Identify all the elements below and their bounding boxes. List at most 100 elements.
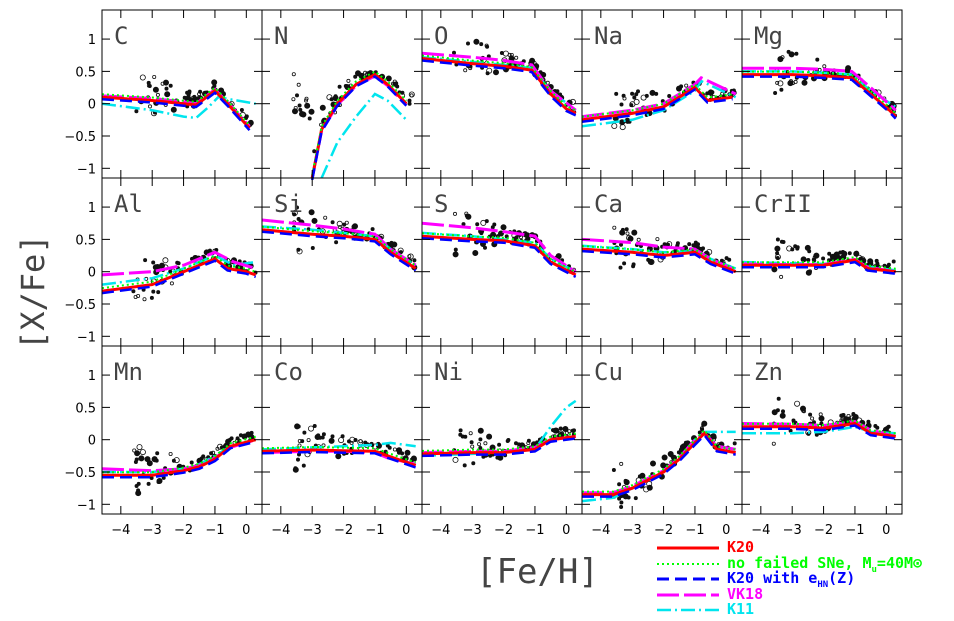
- observation-point: [875, 425, 880, 430]
- observation-point: [297, 438, 302, 443]
- observation-point: [164, 86, 169, 91]
- observation-point: [151, 260, 156, 265]
- observation-point: [319, 104, 326, 111]
- observation-point: [385, 75, 392, 82]
- observation-point: [136, 444, 143, 451]
- observation-point: [460, 434, 465, 439]
- series-line-vk18: [102, 250, 257, 277]
- observation-point: [471, 461, 476, 466]
- observation-point: [468, 66, 473, 71]
- observation-point: [495, 455, 500, 460]
- y-tick-label: −0.5: [64, 130, 96, 145]
- observation-point: [625, 231, 630, 236]
- series-line-k20-ehn: [310, 75, 408, 180]
- observation-point: [475, 222, 480, 227]
- series-line-k20: [422, 234, 577, 277]
- observation-point: [176, 261, 181, 266]
- observation-point: [631, 264, 636, 269]
- observation-point: [477, 427, 484, 434]
- panel-si: Si: [261, 177, 423, 347]
- observation-point: [612, 225, 617, 230]
- observation-point: [338, 437, 345, 444]
- observation-point: [469, 440, 474, 445]
- series-line-k20-ehn: [102, 440, 257, 479]
- x-tick-label: −4: [751, 523, 770, 538]
- x-axis-label: [Fe/H]: [476, 552, 599, 592]
- observation-point: [229, 436, 234, 441]
- y-tick-label: 0: [88, 266, 96, 281]
- panel-cu: Cu −4 −3 −2 −1 0: [581, 345, 743, 538]
- observation-point: [777, 80, 784, 87]
- series-line-no-failed-sne: [582, 245, 737, 270]
- observation-point: [775, 80, 780, 85]
- observation-point: [323, 215, 328, 220]
- observation-point: [407, 254, 412, 259]
- observation-point: [524, 233, 529, 238]
- observation-point: [186, 93, 191, 98]
- panel-ni: Ni −4 −3 −2 −1 0: [421, 345, 583, 538]
- series-line-no-failed-sne: [422, 232, 577, 273]
- panel-label: Zn: [754, 358, 783, 386]
- observation-point: [370, 227, 375, 232]
- observation-point: [732, 441, 737, 446]
- observation-point: [452, 211, 457, 216]
- observation-point: [774, 245, 781, 252]
- x-tick-label: −2: [334, 523, 353, 538]
- x-tick-label: −1: [205, 523, 224, 538]
- observation-point: [514, 55, 519, 60]
- observation-point: [307, 116, 312, 121]
- series-line-k20-ehn: [422, 236, 577, 279]
- observation-point: [845, 65, 852, 72]
- observation-point: [822, 64, 827, 69]
- series-line-no-failed-sne: [311, 70, 408, 175]
- observation-point: [545, 80, 550, 85]
- observation-point: [789, 79, 794, 84]
- observation-point: [330, 434, 335, 439]
- observation-point: [296, 216, 301, 221]
- series-line-no-failed-sne: [742, 419, 896, 435]
- observation-point: [337, 224, 342, 229]
- observation-point: [302, 430, 307, 435]
- observation-point: [679, 84, 684, 89]
- x-tick-label: −4: [591, 523, 610, 538]
- observation-point: [245, 431, 252, 438]
- panel-o: O: [421, 9, 583, 179]
- observation-point: [552, 427, 559, 434]
- observation-point: [853, 250, 860, 257]
- x-tick-label: 0: [722, 523, 730, 538]
- observation-point: [301, 463, 306, 468]
- observation-point: [891, 259, 896, 264]
- series-line-k20-ehn: [742, 424, 896, 440]
- observation-point: [555, 253, 562, 260]
- observation-point: [451, 50, 456, 55]
- y-tick-label: −1: [77, 162, 96, 177]
- observation-point: [827, 251, 832, 256]
- legend-label: no failed SNe, Mu=40M⊙: [727, 553, 923, 575]
- observation-point: [697, 430, 702, 435]
- observation-point: [326, 94, 333, 101]
- observation-point: [351, 224, 356, 229]
- observation-point: [773, 91, 778, 96]
- panel-label: O: [434, 22, 448, 50]
- observation-point: [321, 432, 326, 437]
- observation-point: [509, 55, 514, 60]
- observation-point: [701, 420, 708, 427]
- observation-point: [334, 240, 339, 245]
- observation-point: [514, 441, 519, 446]
- legend-line-sample: [657, 562, 719, 565]
- observation-point: [695, 244, 700, 249]
- observation-point: [344, 220, 349, 225]
- observation-point: [630, 91, 635, 96]
- y-tick-label: 1: [88, 33, 96, 48]
- observation-point: [298, 111, 305, 118]
- series-line-no-failed-sne: [582, 83, 733, 118]
- series-line-k11: [102, 95, 256, 120]
- y-tick-label: 0.5: [75, 401, 96, 416]
- panel-al: Al −1 −0.5 0 0.5 1: [64, 177, 263, 347]
- y-axis-label: [X/Fe]: [8, 234, 58, 358]
- series-line-k11: [320, 92, 408, 178]
- observation-point: [342, 222, 347, 227]
- observation-point: [306, 438, 311, 443]
- x-tick-label: −3: [463, 523, 482, 538]
